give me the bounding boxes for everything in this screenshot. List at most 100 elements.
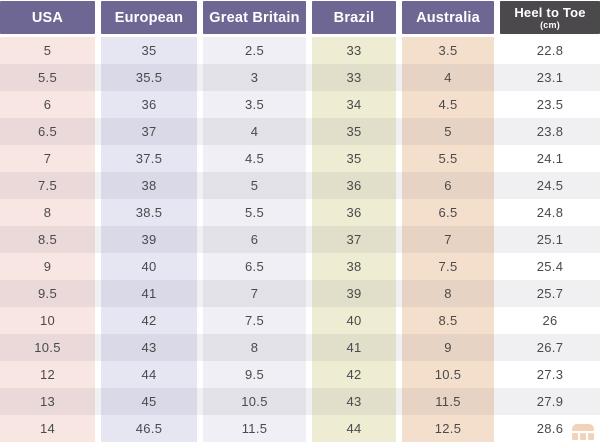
cell-brazil: 35 xyxy=(312,145,396,172)
cell-great-britain: 10.5 xyxy=(203,388,306,415)
cell-australia: 8.5 xyxy=(402,307,494,334)
cell-heel-to-toe: 27.9 xyxy=(500,388,600,415)
watermark-square xyxy=(588,433,594,440)
cell-brazil: 44 xyxy=(312,415,396,442)
table-header-row: USA European Great Britain Brazil Austra… xyxy=(0,1,600,34)
column-header-label: Great Britain xyxy=(209,9,300,26)
cell-usa: 9.5 xyxy=(0,280,95,307)
cell-usa: 5.5 xyxy=(0,64,95,91)
column-header-label: European xyxy=(114,9,184,26)
cell-european: 36 xyxy=(101,91,197,118)
cell-heel-to-toe: 25.7 xyxy=(500,280,600,307)
cell-australia: 8 xyxy=(402,280,494,307)
cell-usa: 12 xyxy=(0,361,95,388)
table-row: 5.5 35.5 3 33 4 23.1 xyxy=(0,64,600,91)
cell-european: 38 xyxy=(101,172,197,199)
column-header-heel-to-toe: Heel to Toe (cm) xyxy=(500,1,600,34)
cell-australia: 12.5 xyxy=(402,415,494,442)
cell-usa: 14 xyxy=(0,415,95,442)
cell-brazil: 35 xyxy=(312,118,396,145)
cell-great-britain: 3 xyxy=(203,64,306,91)
cell-heel-to-toe: 25.1 xyxy=(500,226,600,253)
cell-australia: 5 xyxy=(402,118,494,145)
cell-european: 39 xyxy=(101,226,197,253)
cell-great-britain: 7.5 xyxy=(203,307,306,334)
cell-usa: 10.5 xyxy=(0,334,95,361)
cell-australia: 11.5 xyxy=(402,388,494,415)
cell-usa: 7.5 xyxy=(0,172,95,199)
cell-european: 37 xyxy=(101,118,197,145)
cell-heel-to-toe: 26 xyxy=(500,307,600,334)
cell-great-britain: 5 xyxy=(203,172,306,199)
cell-heel-to-toe: 24.5 xyxy=(500,172,600,199)
cell-great-britain: 9.5 xyxy=(203,361,306,388)
cell-great-britain: 4.5 xyxy=(203,145,306,172)
cell-brazil: 34 xyxy=(312,91,396,118)
watermark-square xyxy=(572,433,578,440)
cell-heel-to-toe: 23.8 xyxy=(500,118,600,145)
cell-brazil: 33 xyxy=(312,37,396,64)
cell-european: 41 xyxy=(101,280,197,307)
watermark-logo-icon xyxy=(572,424,594,440)
cell-australia: 6 xyxy=(402,172,494,199)
cell-usa: 10 xyxy=(0,307,95,334)
table-row: 12 44 9.5 42 10.5 27.3 xyxy=(0,361,600,388)
cell-european: 45 xyxy=(101,388,197,415)
cell-great-britain: 6 xyxy=(203,226,306,253)
table-row: 6 36 3.5 34 4.5 23.5 xyxy=(0,91,600,118)
cell-heel-to-toe: 22.8 xyxy=(500,37,600,64)
cell-australia: 3.5 xyxy=(402,37,494,64)
column-header-brazil: Brazil xyxy=(312,1,396,34)
cell-european: 35 xyxy=(101,37,197,64)
cell-brazil: 39 xyxy=(312,280,396,307)
cell-brazil: 41 xyxy=(312,334,396,361)
cell-heel-to-toe: 28.6 xyxy=(500,415,600,442)
table-row: 10 42 7.5 40 8.5 26 xyxy=(0,307,600,334)
table-row: 6.5 37 4 35 5 23.8 xyxy=(0,118,600,145)
column-header-label: USA xyxy=(31,9,64,26)
cell-brazil: 38 xyxy=(312,253,396,280)
cell-usa: 5 xyxy=(0,37,95,64)
cell-australia: 6.5 xyxy=(402,199,494,226)
cell-heel-to-toe: 24.8 xyxy=(500,199,600,226)
table-row: 13 45 10.5 43 11.5 27.9 xyxy=(0,388,600,415)
cell-heel-to-toe: 23.5 xyxy=(500,91,600,118)
cell-heel-to-toe: 25.4 xyxy=(500,253,600,280)
column-header-unit: (cm) xyxy=(540,20,560,30)
column-header-label: Heel to Toe xyxy=(514,5,586,20)
watermark-square xyxy=(580,433,586,440)
cell-great-britain: 2.5 xyxy=(203,37,306,64)
cell-great-britain: 4 xyxy=(203,118,306,145)
cell-european: 35.5 xyxy=(101,64,197,91)
cell-great-britain: 8 xyxy=(203,334,306,361)
column-header-australia: Australia xyxy=(402,1,494,34)
cell-australia: 7 xyxy=(402,226,494,253)
cell-european: 43 xyxy=(101,334,197,361)
cell-great-britain: 6.5 xyxy=(203,253,306,280)
cell-heel-to-toe: 23.1 xyxy=(500,64,600,91)
table-row: 8.5 39 6 37 7 25.1 xyxy=(0,226,600,253)
cell-brazil: 36 xyxy=(312,172,396,199)
table-row: 14 46.5 11.5 44 12.5 28.6 xyxy=(0,415,600,442)
cell-european: 37.5 xyxy=(101,145,197,172)
cell-european: 46.5 xyxy=(101,415,197,442)
cell-usa: 8.5 xyxy=(0,226,95,253)
watermark-awning-shape xyxy=(572,424,594,431)
cell-heel-to-toe: 24.1 xyxy=(500,145,600,172)
cell-heel-to-toe: 27.3 xyxy=(500,361,600,388)
column-header-label: Australia xyxy=(416,9,480,26)
table-row: 10.5 43 8 41 9 26.7 xyxy=(0,334,600,361)
column-header-usa: USA xyxy=(0,1,95,34)
column-header-label: Brazil xyxy=(333,9,375,26)
cell-great-britain: 7 xyxy=(203,280,306,307)
cell-usa: 13 xyxy=(0,388,95,415)
cell-australia: 10.5 xyxy=(402,361,494,388)
cell-australia: 4 xyxy=(402,64,494,91)
cell-brazil: 40 xyxy=(312,307,396,334)
cell-great-britain: 3.5 xyxy=(203,91,306,118)
cell-great-britain: 11.5 xyxy=(203,415,306,442)
table-row: 5 35 2.5 33 3.5 22.8 xyxy=(0,37,600,64)
cell-usa: 6.5 xyxy=(0,118,95,145)
cell-european: 38.5 xyxy=(101,199,197,226)
